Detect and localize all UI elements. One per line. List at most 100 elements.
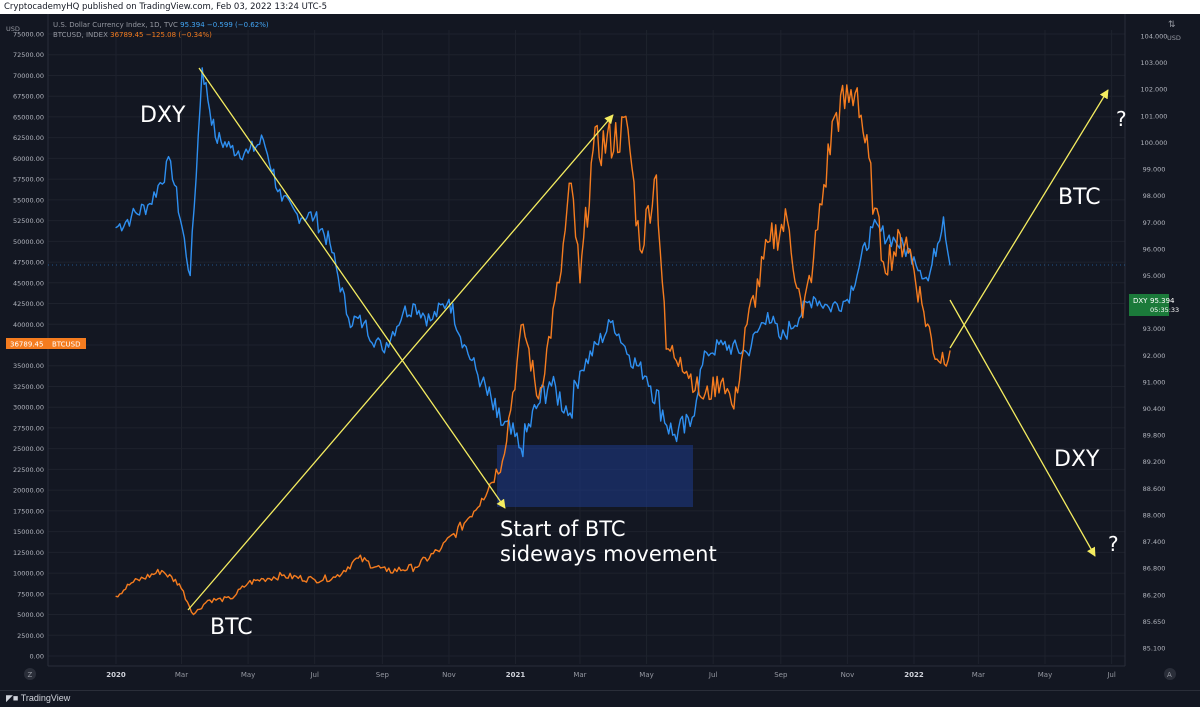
left-axis-tick: 2500.00 <box>17 632 44 640</box>
x-axis-tick: Nov <box>442 671 456 679</box>
data-point-btcusd <box>314 579 316 581</box>
data-point-btcusd <box>949 350 951 352</box>
arrow-btc-projection <box>949 89 1109 349</box>
data-point-dxy <box>535 407 537 410</box>
dxy-tag-label: DXY <box>1133 297 1148 305</box>
auto-scale-label: A <box>1167 671 1172 679</box>
series-line-dxy <box>115 67 951 458</box>
right-axis-tick: 103.000 <box>1141 59 1168 67</box>
right-axis-unit: USD <box>1167 34 1181 42</box>
left-axis-tick: 65000.00 <box>13 113 44 121</box>
data-point-btcusd <box>665 348 667 350</box>
data-point-dxy <box>780 338 782 340</box>
left-axis-tick: 42500.00 <box>13 300 44 308</box>
data-point-btcusd <box>178 583 180 585</box>
annotation-dxy-right: DXY <box>1054 447 1100 472</box>
data-point-btcusd <box>281 574 283 577</box>
annotation-btc-right: BTC <box>1058 185 1101 210</box>
price-chart[interactable]: USD75000.0072500.0070000.0067500.0065000… <box>0 14 1200 690</box>
right-axis-tick: 89.800 <box>1143 432 1166 440</box>
data-point-btcusd <box>192 613 195 616</box>
data-point-dxy <box>828 306 830 309</box>
data-point-dxy <box>569 412 571 414</box>
x-axis-tick: May <box>639 671 653 679</box>
right-axis-tick: 97.000 <box>1143 219 1166 227</box>
left-axis-tick: 30000.00 <box>13 404 44 412</box>
dxy-tag-value: 95.394 <box>1150 297 1175 305</box>
btc-tag-label: BTCUSD <box>52 341 81 349</box>
left-axis-tick: 35000.00 <box>13 362 44 370</box>
data-point-btcusd <box>130 582 132 584</box>
left-axis-tick: 12500.00 <box>13 549 44 557</box>
x-axis-tick: Sep <box>376 671 390 679</box>
data-point-btcusd <box>905 236 907 238</box>
dxy-last-value-tag <box>1129 294 1169 316</box>
legend-btc-values: 36789.45 −125.08 (−0.34%) <box>110 31 212 39</box>
data-point-btcusd <box>386 570 388 573</box>
data-point-btcusd <box>334 576 337 578</box>
data-point-dxy <box>214 136 216 138</box>
data-point-btcusd <box>639 249 641 251</box>
right-axis-tick: 99.000 <box>1143 166 1166 174</box>
left-axis-tick: 5000.00 <box>17 611 44 619</box>
right-axis-tick: 88.000 <box>1143 511 1166 519</box>
left-axis-tick: 40000.00 <box>13 321 44 329</box>
annotation-question-top: ? <box>1116 107 1127 131</box>
right-axis-tick: 86.800 <box>1143 565 1166 573</box>
data-point-dxy <box>230 147 232 149</box>
x-axis-tick: Mar <box>972 671 985 679</box>
data-point-btcusd <box>463 522 465 524</box>
left-axis-tick: 55000.00 <box>13 196 44 204</box>
data-point-dxy <box>612 320 614 322</box>
data-point-dxy <box>496 416 498 418</box>
data-point-dxy <box>942 216 945 218</box>
annotation-dxy-left: DXY <box>140 103 186 128</box>
x-axis-tick: Mar <box>175 671 188 679</box>
data-point-dxy <box>705 352 708 354</box>
x-axis-tick: Sep <box>774 671 788 679</box>
auto-scale-badge[interactable] <box>1164 668 1176 680</box>
btc-tag-value: 36789.45 <box>10 341 43 349</box>
data-point-btcusd <box>722 377 724 379</box>
left-axis-unit: USD <box>6 25 20 33</box>
right-axis-tick: 89.200 <box>1143 458 1166 466</box>
right-axis-tick: 102.000 <box>1141 86 1168 94</box>
legend-dxy-name: U.S. Dollar Currency Index, 1D, TVC <box>53 21 178 29</box>
data-point-btcusd <box>746 323 748 325</box>
data-point-dxy <box>189 274 191 277</box>
brand-name: TradingView <box>20 693 71 703</box>
left-axis-tick: 67500.00 <box>13 93 44 101</box>
sideways-range-box <box>497 445 693 507</box>
data-point-btcusd <box>733 408 735 410</box>
tradingview-logo: ◤■ TradingView <box>6 693 70 704</box>
data-point-dxy <box>520 447 522 450</box>
left-axis-tick: 32500.00 <box>13 383 44 391</box>
x-axis-tick: Jul <box>309 671 319 679</box>
legend-btc-name: BTCUSD, INDEX <box>53 31 108 39</box>
data-point-btcusd <box>936 358 938 360</box>
annotation-start-btc: Start of BTC <box>500 517 626 541</box>
arrow-dxy-down <box>198 67 506 509</box>
x-axis-tick: 2022 <box>904 671 924 679</box>
left-axis-tick: 15000.00 <box>13 528 44 536</box>
right-axis-tick: 92.000 <box>1143 352 1166 360</box>
legend-dxy-values: 95.394 −0.599 (−0.62%) <box>180 21 269 29</box>
btc-last-value-tag <box>6 338 86 349</box>
data-point-dxy <box>579 370 581 372</box>
data-point-dxy <box>448 298 450 301</box>
data-point-dxy <box>927 280 929 282</box>
x-axis-tick: May <box>241 671 255 679</box>
right-axis-tick: 98.000 <box>1143 192 1166 200</box>
publisher-bar: CryptocademyHQ published on TradingView.… <box>0 0 1200 14</box>
data-point-btcusd <box>262 578 264 580</box>
data-point-dxy <box>746 352 748 354</box>
left-axis-tick: 10000.00 <box>13 570 44 578</box>
data-point-dxy <box>115 226 117 229</box>
arrow-dxy-projection <box>949 299 1096 557</box>
data-point-dxy <box>672 434 674 436</box>
right-axis-tick: 91.000 <box>1143 378 1166 386</box>
data-point-btcusd <box>702 398 704 400</box>
scale-mode-badge[interactable] <box>24 668 36 680</box>
data-point-dxy <box>381 349 383 351</box>
data-point-btcusd <box>247 582 249 584</box>
